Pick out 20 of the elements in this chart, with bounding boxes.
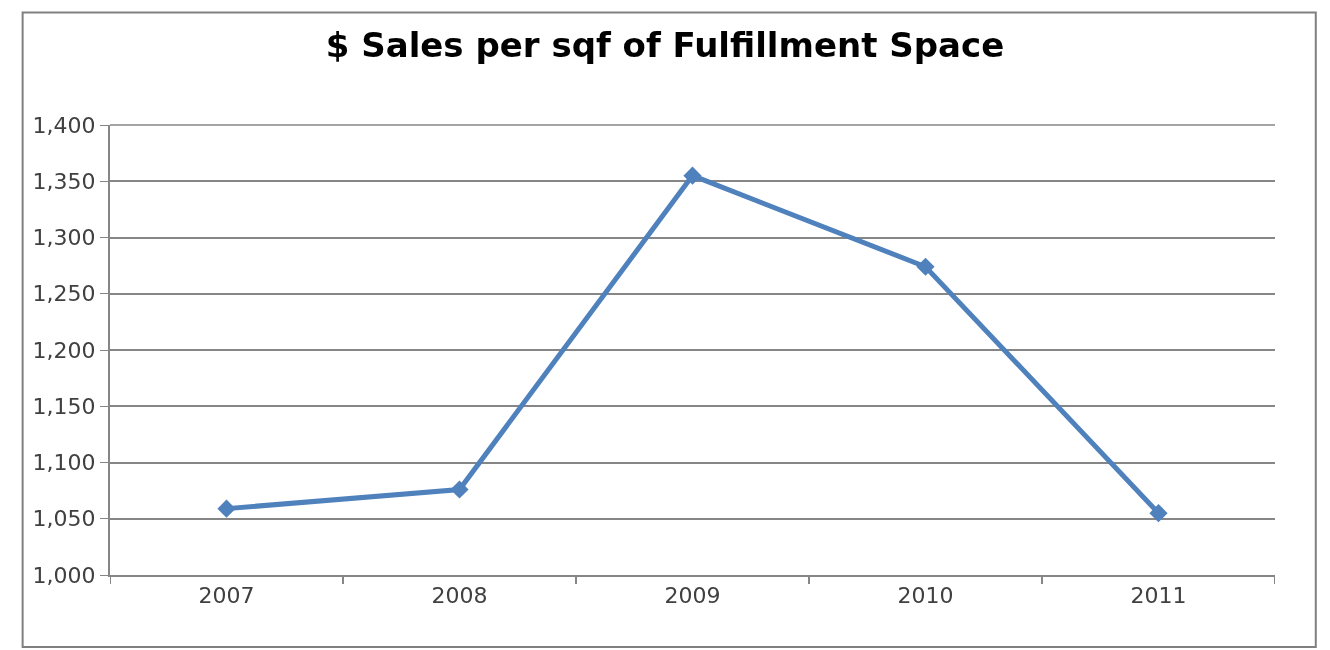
point bbox=[450, 480, 469, 499]
x-tick-label: 2009 bbox=[664, 583, 721, 609]
chart-title: $ Sales per sqf of Fulfillment Space bbox=[325, 25, 1005, 66]
x-tick-label: 2007 bbox=[198, 583, 255, 609]
point bbox=[1149, 504, 1168, 523]
y-tick-label: 1,250 bbox=[32, 281, 96, 307]
y-tick-label: 1,200 bbox=[32, 337, 96, 363]
y-tick-label: 1,350 bbox=[32, 168, 96, 194]
y-tick-label: 1,000 bbox=[32, 562, 96, 588]
x-tick-label: 2010 bbox=[897, 583, 954, 609]
y-tick-label: 1,150 bbox=[32, 393, 96, 419]
x-tick-label: 2008 bbox=[431, 583, 488, 609]
y-tick-label: 1,300 bbox=[32, 225, 96, 251]
point bbox=[916, 257, 935, 276]
point bbox=[217, 499, 236, 518]
x-tick-label: 2011 bbox=[1130, 583, 1187, 609]
y-tick-label: 1,100 bbox=[32, 450, 96, 476]
y-tick-label: 1,400 bbox=[32, 112, 96, 138]
y-tick-label: 1,050 bbox=[32, 506, 96, 532]
point bbox=[683, 166, 702, 185]
